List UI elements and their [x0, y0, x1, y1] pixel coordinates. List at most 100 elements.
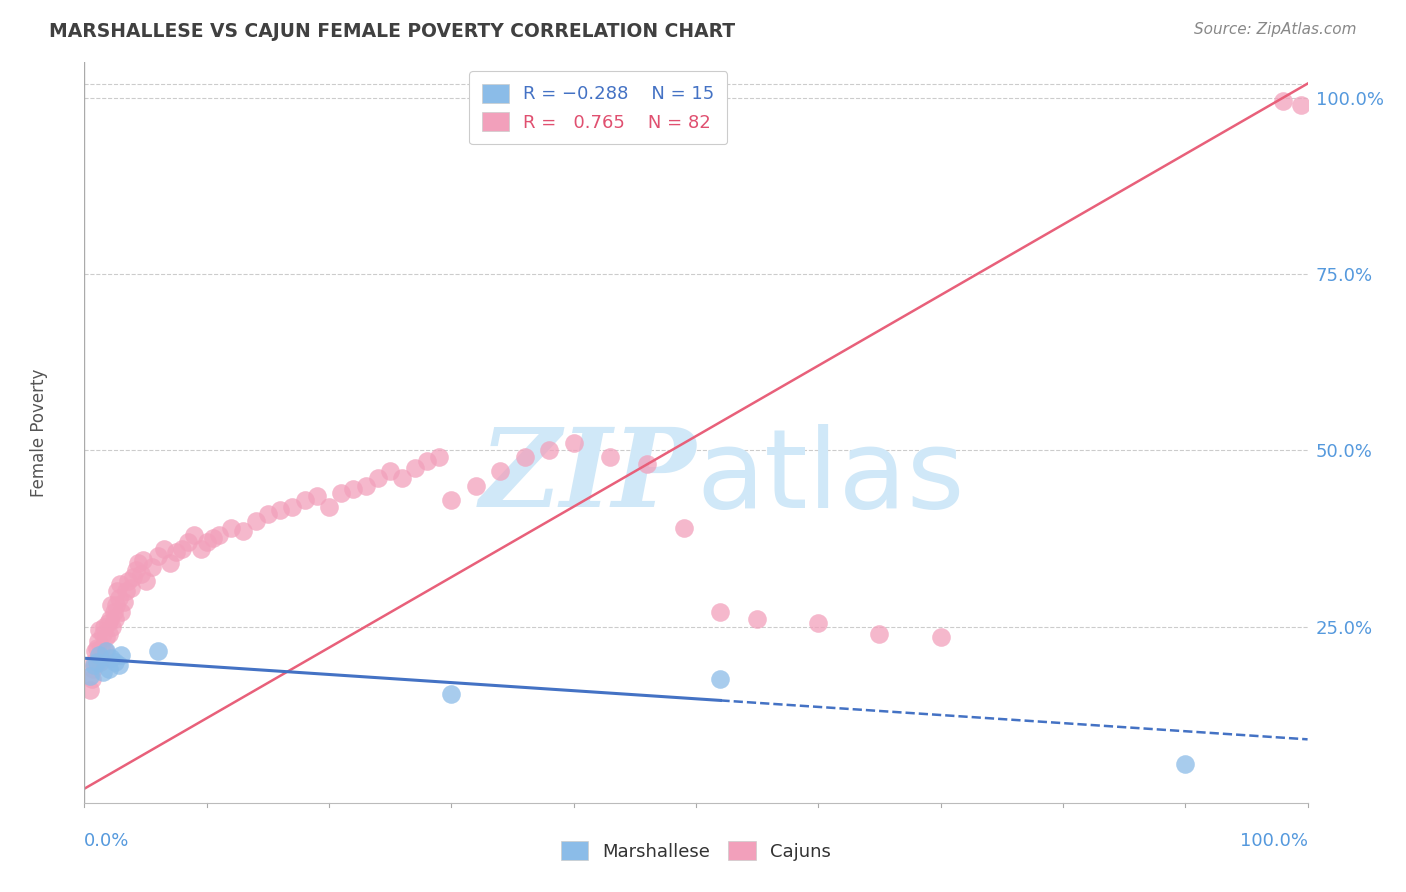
Point [80, 673, 103, 687]
Point [416, 454, 439, 468]
Point [190, 541, 212, 556]
Point [709, 673, 731, 687]
Point [105, 599, 128, 613]
Point [636, 458, 658, 472]
Point [103, 606, 125, 620]
Point [464, 478, 486, 492]
Point [195, 535, 218, 549]
Point [97, 626, 120, 640]
Point [93, 619, 115, 633]
Point [380, 464, 402, 478]
Point [108, 577, 131, 591]
Point [96, 644, 118, 658]
Point [87, 633, 110, 648]
Point [86, 640, 108, 655]
Point [367, 471, 389, 485]
Point [513, 450, 536, 465]
Point [141, 559, 163, 574]
Point [172, 541, 194, 556]
Point [146, 644, 169, 658]
Point [122, 570, 145, 584]
Text: 0.0%: 0.0% [84, 832, 129, 850]
Point [146, 549, 169, 563]
Point [117, 574, 139, 588]
Point [747, 612, 769, 626]
Point [1291, 97, 1313, 112]
Point [318, 500, 340, 514]
Point [305, 489, 328, 503]
Text: Female Poverty: Female Poverty [30, 368, 48, 497]
Point [96, 630, 118, 644]
Text: ZIP: ZIP [479, 424, 696, 531]
Point [100, 599, 122, 613]
Point [330, 485, 353, 500]
Point [132, 552, 155, 566]
Point [404, 461, 426, 475]
Point [1272, 94, 1295, 108]
Point [107, 658, 129, 673]
Point [929, 630, 952, 644]
Point [110, 648, 132, 662]
Point [201, 532, 224, 546]
Point [440, 686, 463, 700]
Point [129, 566, 152, 581]
Point [183, 528, 205, 542]
Point [245, 514, 267, 528]
Point [177, 535, 200, 549]
Point [807, 615, 830, 630]
Point [709, 606, 731, 620]
Point [79, 683, 101, 698]
Point [97, 615, 120, 630]
Point [294, 492, 316, 507]
Point [440, 492, 463, 507]
Point [219, 521, 242, 535]
Point [120, 581, 142, 595]
Point [104, 612, 127, 626]
Text: 100.0%: 100.0% [1240, 832, 1308, 850]
Point [101, 619, 124, 633]
Point [489, 464, 512, 478]
Point [127, 556, 149, 570]
Point [83, 658, 105, 673]
Point [105, 584, 128, 599]
Point [427, 450, 450, 465]
Point [869, 626, 891, 640]
Point [82, 662, 104, 676]
Point [391, 471, 413, 485]
Point [165, 545, 187, 559]
Point [79, 669, 101, 683]
Point [104, 655, 127, 669]
Point [269, 503, 291, 517]
Point [100, 651, 122, 665]
Point [125, 563, 148, 577]
Legend: Marshallese, Cajuns: Marshallese, Cajuns [554, 834, 838, 868]
Text: Source: ZipAtlas.com: Source: ZipAtlas.com [1194, 22, 1357, 37]
Point [562, 436, 585, 450]
Point [257, 507, 280, 521]
Point [97, 662, 120, 676]
Point [86, 655, 108, 669]
Point [83, 655, 105, 669]
Point [354, 478, 377, 492]
Point [87, 648, 110, 662]
Point [110, 606, 132, 620]
Text: MARSHALLESE VS CAJUN FEMALE POVERTY CORRELATION CHART: MARSHALLESE VS CAJUN FEMALE POVERTY CORR… [49, 22, 735, 41]
Point [342, 482, 364, 496]
Point [84, 644, 107, 658]
Point [90, 640, 112, 655]
Point [115, 584, 138, 599]
Point [91, 626, 114, 640]
Point [107, 591, 129, 606]
Point [672, 521, 695, 535]
Point [281, 500, 304, 514]
Point [153, 541, 176, 556]
Point [135, 574, 157, 588]
Point [159, 556, 181, 570]
Point [538, 443, 561, 458]
Text: atlas: atlas [696, 424, 965, 531]
Point [89, 655, 111, 669]
Point [87, 623, 110, 637]
Point [232, 524, 254, 539]
Point [599, 450, 621, 465]
Point [98, 612, 121, 626]
